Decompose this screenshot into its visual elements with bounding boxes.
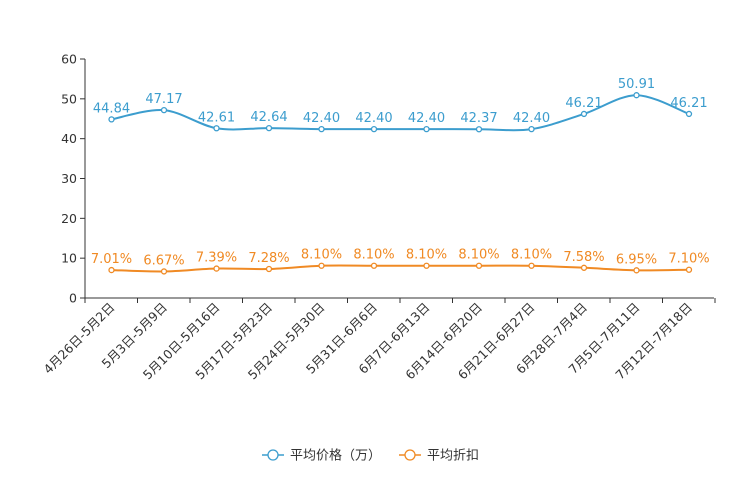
legend-label-price: 平均价格（万）: [290, 448, 381, 464]
data-point-discount: [160, 268, 168, 275]
y-tick-label: 40: [61, 131, 77, 146]
data-point-discount: [265, 265, 273, 273]
data-label-price: 46.21: [565, 96, 602, 111]
data-label-discount: 8.10%: [301, 248, 342, 263]
data-point-discount: [580, 264, 588, 271]
data-label-discount: 7.39%: [196, 251, 237, 266]
data-point-price: [528, 125, 535, 133]
data-label-price: 46.21: [670, 96, 707, 111]
data-point-price: [580, 110, 588, 118]
legend-item-price: 平均价格（万）: [262, 448, 381, 464]
data-point-discount: [475, 262, 483, 269]
y-tick-label: 60: [61, 52, 77, 67]
data-label-discount: 7.01%: [91, 252, 132, 267]
data-label-discount: 7.10%: [668, 252, 709, 267]
data-label-discount: 6.95%: [616, 252, 657, 267]
data-label-price: 42.40: [513, 111, 550, 126]
data-point-price: [423, 125, 430, 133]
data-label-price: 42.40: [408, 111, 445, 126]
data-point-discount: [423, 262, 430, 269]
data-label-discount: 8.10%: [458, 248, 499, 263]
data-point-price: [685, 110, 693, 118]
data-point-discount: [108, 266, 115, 274]
data-point-discount: [318, 262, 325, 269]
series-line-price: [111, 94, 690, 132]
data-point-discount: [633, 267, 640, 274]
data-label-discount: 8.10%: [353, 248, 394, 263]
data-point-price: [213, 125, 220, 132]
y-tick-label: 10: [61, 251, 77, 266]
data-point-price: [475, 126, 483, 133]
data-point-price: [160, 106, 168, 114]
legend-marker-price: [267, 449, 279, 461]
data-point-discount: [370, 262, 378, 269]
data-label-discount: 6.67%: [143, 253, 184, 268]
data-point-price: [633, 92, 640, 99]
data-point-discount: [213, 265, 220, 272]
data-point-price: [370, 125, 378, 133]
data-point-price: [318, 125, 325, 133]
y-tick-label: 30: [61, 171, 77, 186]
y-tick-label: 20: [61, 211, 77, 226]
data-point-discount: [528, 262, 535, 269]
data-label-price: 42.37: [460, 111, 497, 126]
data-label-discount: 8.10%: [406, 248, 447, 263]
data-label-discount: 7.28%: [248, 251, 289, 266]
data-label-price: 42.40: [303, 111, 340, 126]
legend-label-discount: 平均折扣: [427, 449, 479, 464]
y-tick-label: 0: [69, 291, 77, 306]
data-label-discount: 8.10%: [511, 248, 552, 263]
data-point-price: [108, 116, 115, 123]
data-label-price: 42.61: [198, 110, 235, 125]
data-label-price: 42.40: [355, 111, 392, 126]
data-point-discount: [685, 266, 693, 273]
data-label-discount: 7.58%: [563, 250, 604, 265]
data-label-price: 44.84: [93, 101, 130, 116]
data-label-price: 47.17: [145, 92, 182, 107]
series-line-discount: [111, 264, 690, 273]
legend-item-discount: 平均折扣: [399, 449, 479, 464]
legend-marker-discount: [404, 449, 416, 461]
data-label-price: 50.91: [618, 77, 655, 92]
data-label-price: 42.64: [250, 110, 287, 125]
y-tick-label: 50: [61, 91, 77, 106]
data-point-price: [265, 125, 273, 132]
